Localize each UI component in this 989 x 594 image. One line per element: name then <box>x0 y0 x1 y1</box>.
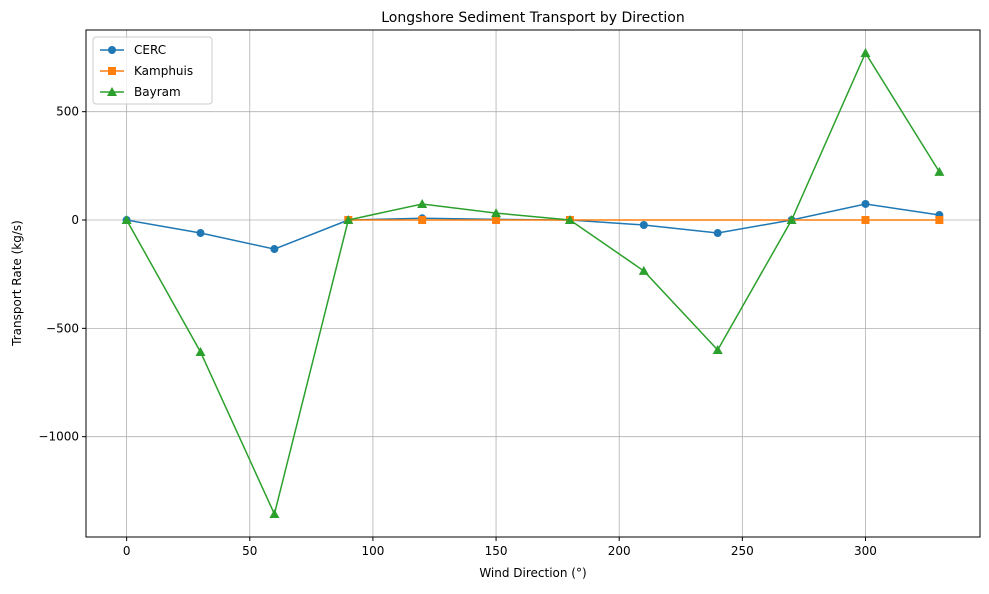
chart-title: Longshore Sediment Transport by Directio… <box>381 10 684 26</box>
bayram-point <box>491 208 502 218</box>
plot-frame <box>85 29 981 538</box>
bayram-point <box>195 346 206 356</box>
legend-cerc-marker <box>108 46 116 54</box>
bayram-point <box>860 47 871 57</box>
series-bayram <box>121 47 945 519</box>
x-axis-label: Wind Direction (°) <box>479 566 586 580</box>
legend-bayram-marker <box>107 87 117 96</box>
bayram-point <box>564 215 575 225</box>
bayram-point <box>638 265 649 275</box>
y-tick-label: −500 <box>46 321 79 335</box>
x-tick-label: 50 <box>242 544 257 558</box>
bayram-line <box>125 51 941 517</box>
kamphuis-point <box>418 216 427 225</box>
ticks: 0 50 100 150 200 250 300 −1000 −500 0 500 <box>38 105 877 558</box>
bayram-point <box>343 215 354 225</box>
series-layer <box>121 47 945 519</box>
cerc-line <box>126 203 940 250</box>
y-tick-label: −1000 <box>38 430 79 444</box>
cerc-point <box>713 229 722 238</box>
kamphuis-point <box>492 216 501 225</box>
grid <box>86 30 980 537</box>
cerc-point <box>270 245 279 254</box>
bayram-point <box>269 509 280 519</box>
bayram-point <box>121 215 132 225</box>
x-tick-label: 300 <box>854 544 877 558</box>
legend: CERC Kamphuis Bayram <box>92 36 213 105</box>
cerc-point <box>861 199 870 208</box>
y-tick-label: 0 <box>71 213 79 227</box>
legend-box <box>92 36 213 105</box>
kamphuis-point <box>861 216 870 225</box>
cerc-point <box>196 229 205 238</box>
x-tick-label: 250 <box>731 544 754 558</box>
bayram-point <box>417 198 428 208</box>
bayram-point <box>786 215 797 225</box>
legend-cerc-label: CERC <box>134 43 166 57</box>
x-tick-label: 200 <box>608 544 631 558</box>
y-axis-label: Transport Rate (kg/s) <box>10 220 24 347</box>
x-tick-label: 0 <box>123 544 131 558</box>
series-cerc <box>122 199 944 254</box>
x-tick-label: 100 <box>361 544 384 558</box>
cerc-point <box>639 221 648 229</box>
bayram-point <box>934 166 945 176</box>
kamphuis-point <box>935 216 944 225</box>
legend-bayram-label: Bayram <box>134 85 181 99</box>
x-tick-label: 150 <box>485 544 508 558</box>
legend-kamphuis-marker <box>108 67 116 75</box>
y-tick-label: 500 <box>56 105 79 119</box>
legend-kamphuis-label: Kamphuis <box>134 64 193 78</box>
bayram-point <box>712 345 723 355</box>
